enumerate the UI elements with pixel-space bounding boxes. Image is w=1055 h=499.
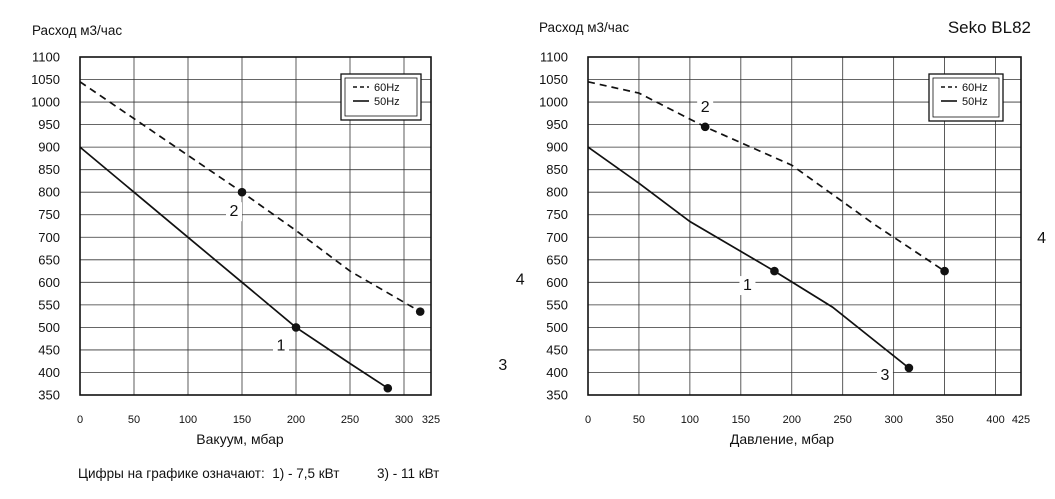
chart-1-y-tick-label: 1050 [31,72,60,87]
chart-2-y-tick-label: 1000 [539,95,568,110]
chart-1-legend-label-50hz: 50Hz [374,96,400,108]
chart-1-legend-label-60hz: 60Hz [374,82,400,94]
chart-1-point-label-3: 3 [498,357,507,374]
chart-1-point-2 [237,187,247,197]
chart-2-x-tick-label: 150 [732,414,750,426]
chart-1-series-50hz [79,146,389,389]
chart-2-point-label-1: 1 [743,277,752,294]
chart-1-legend-inner-box [344,77,418,117]
chart-2-x-tick-label: 100 [681,414,699,426]
chart-2-y-tick-label: 850 [546,162,568,177]
chart-1-x-tick-label: 150 [233,414,251,426]
chart-1-point-4 [415,307,425,316]
chart-1-y-tick-label: 750 [38,207,60,222]
chart-2-x-tick-label: 200 [783,414,801,426]
chart-1-x-tick-label: 0 [77,414,83,426]
chart-2-y-tick-label: 750 [546,207,568,222]
chart-1-point-label-4: 4 [516,272,525,289]
chart-1-y-tick-label: 450 [38,342,60,357]
chart-2-x-tick-label: 400 [986,414,1004,426]
chart-2-series-60hz [587,80,946,272]
chart-2-y-tick-label: 350 [546,388,568,403]
chart-1-y-tick-label: 700 [38,230,60,245]
chart-1-y-axis-label: Расход м3/час [32,23,122,38]
chart-2-series-50hz [587,146,910,369]
chart-2-point-label-bg-1 [739,276,756,296]
chart-1-y-tick-label: 1100 [32,50,60,65]
chart-2-point-label-bg-3 [876,365,893,385]
chart-1-x-tick-label: 200 [287,414,305,426]
chart-1-point-label-2: 2 [230,203,239,220]
chart-1-point-label-1: 1 [277,337,286,354]
chart-2-legend-label-60hz: 60Hz [962,82,988,94]
chart-1-y-tick-label: 350 [38,388,60,403]
chart-1-y-tick-label: 1000 [31,95,60,110]
chart-2-x-tick-label: 300 [884,414,902,426]
chart-2-y-tick-label: 1100 [540,50,568,65]
chart-2-y-tick-label: 600 [546,275,568,290]
chart-1-point-label-bg-1 [273,336,289,356]
chart-1-point-label-bg-4 [512,270,529,290]
chart-1-x-tick-label: 325 [422,414,440,426]
chart-2-legend-box [928,73,1004,122]
footnote: Цифры на графике означают: 1) - 7,5 кВт … [78,466,439,481]
chart-1-legend-box [340,73,422,121]
chart-2-point-label-4: 4 [1037,230,1046,247]
chart-1-y-tick-label: 850 [38,162,60,177]
chart-2-y-tick-label: 650 [546,252,568,267]
chart-2-y-tick-label: 450 [546,342,568,357]
chart-2-legend-inner-box [932,77,1000,118]
chart-2-point-1 [770,266,779,276]
chart-1-point-3 [383,383,393,393]
chart-2-x-tick-label: 50 [633,414,645,426]
chart-2-y-tick-label: 700 [546,230,568,245]
chart-1-y-tick-label: 900 [38,140,60,155]
chart-2-y-tick-label: 950 [546,117,568,132]
figure-title: Seko BL82 [947,18,1031,37]
chart-2-x-axis-label: Давление, мбар [730,431,834,447]
chart-1-point-1 [291,323,301,332]
chart-2-plot-frame [587,56,1022,396]
chart-1-x-tick-label: 50 [128,414,140,426]
chart-1-y-tick-label: 400 [38,365,60,380]
chart-1-y-tick-label: 600 [38,275,60,290]
chart-2-point-label-2: 2 [701,99,710,116]
chart-1-y-tick-label: 950 [38,117,60,132]
chart-2-y-tick-label: 900 [546,140,568,155]
chart-2-y-tick-label: 800 [546,185,568,200]
chart-1-x-tick-label: 100 [179,414,197,426]
chart-2-point-label-bg-4 [1033,229,1050,249]
chart-2-x-tick-label: 0 [585,414,591,426]
chart-1-y-tick-label: 500 [38,320,60,335]
chart-2-x-tick-label: 425 [1012,414,1030,426]
chart-1-point-label-bg-3 [494,356,511,376]
chart-1-y-tick-label: 800 [38,185,60,200]
chart-2-legend-label-50hz: 50Hz [962,96,988,108]
chart-2-x-tick-label: 350 [935,414,953,426]
chart-1-x-tick-label: 300 [395,414,413,426]
chart-2-point-4 [940,266,949,276]
chart-1-x-tick-label: 250 [341,414,359,426]
chart-2-y-tick-label: 550 [546,297,568,312]
footnote-item-3: 3) - 11 кВт [376,466,440,481]
chart-2-point-label-3: 3 [880,367,889,384]
chart-1-point-label-bg-2 [226,202,242,222]
chart-1-y-tick-label: 650 [38,252,60,267]
chart-1-y-tick-label: 550 [38,297,60,312]
chart-2-x-tick-label: 250 [834,414,852,426]
chart-2-point-3 [904,363,914,373]
chart-2-y-tick-label: 400 [546,365,568,380]
chart-2-y-tick-label: 500 [546,320,568,335]
chart-2-point-label-bg-2 [697,97,714,117]
chart-2-y-tick-label: 1050 [539,72,568,87]
footnote-item-1: 1) - 7,5 кВт [272,466,340,481]
chart-1-plot-frame [79,56,432,396]
chart-2-point-2 [700,122,710,132]
chart-2-y-axis-label: Расход м3/час [539,20,629,35]
chart-1-x-axis-label: Вакуум, мбар [196,431,284,447]
footnote-prefix: Цифры на графике означают: [78,466,265,481]
